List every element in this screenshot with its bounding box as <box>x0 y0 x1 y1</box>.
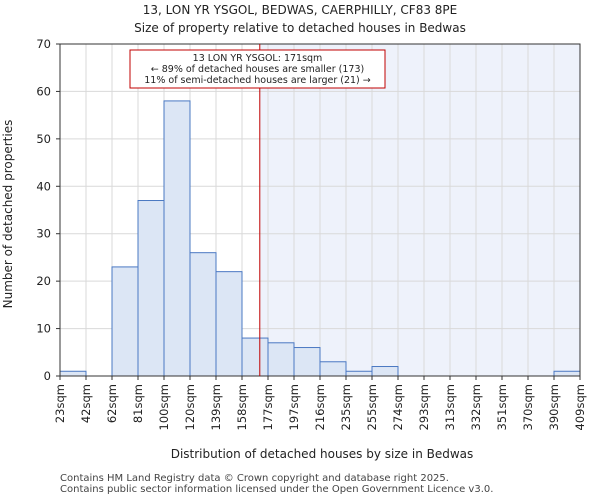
bar <box>241 337 269 377</box>
x-tick-label: 409sqm <box>573 384 587 430</box>
bar <box>163 100 191 377</box>
y-tick-label: 50 <box>36 132 51 146</box>
x-tick-label: 390sqm <box>547 384 561 430</box>
annotation-line: 11% of semi-detached houses are larger (… <box>144 75 371 86</box>
chart-subtitle: Size of property relative to detached ho… <box>134 21 466 35</box>
bar <box>319 361 347 377</box>
bar <box>137 200 165 377</box>
footer-licence: Contains public sector information licen… <box>60 484 494 495</box>
x-axis-label: Distribution of detached houses by size … <box>171 447 474 461</box>
bar <box>345 370 373 377</box>
plot-area: 0 10 20 30 40 50 60 70 23sqm 42sqm 62sqm 81sqm 100sq… <box>36 37 587 430</box>
x-tick-label: 235sqm <box>339 384 353 430</box>
bar <box>371 366 399 377</box>
annotation-line: 13 LON YR YSGOL: 171sqm <box>193 53 323 64</box>
bar <box>293 347 321 377</box>
x-tick-label: 120sqm <box>183 384 197 430</box>
bar <box>267 342 295 377</box>
x-tick-label: 332sqm <box>469 384 483 430</box>
bar <box>553 370 581 377</box>
y-tick-label: 30 <box>36 227 51 241</box>
y-axis-label: Number of detached properties <box>1 120 15 309</box>
y-tick-label: 70 <box>36 37 51 51</box>
x-tick-label: 177sqm <box>261 384 275 430</box>
bar <box>111 266 139 377</box>
y-tick-label: 10 <box>36 322 51 336</box>
footer-copyright: Contains HM Land Registry data © Crown c… <box>60 473 449 484</box>
x-tick-label: 42sqm <box>79 384 93 423</box>
x-tick-label: 255sqm <box>365 384 379 430</box>
x-tick-label: 139sqm <box>209 384 223 430</box>
bar <box>189 252 217 377</box>
y-tick-label: 0 <box>44 369 51 383</box>
y-tick-label: 20 <box>36 274 51 288</box>
x-tick-label: 100sqm <box>157 384 171 430</box>
annotation-line: ← 89% of detached houses are smaller (17… <box>151 64 364 75</box>
x-tick-label: 351sqm <box>495 384 509 430</box>
x-tick-label: 197sqm <box>287 384 301 430</box>
annotation-box <box>129 49 386 89</box>
x-tick-label: 216sqm <box>313 384 327 430</box>
bar <box>59 370 87 377</box>
bar <box>215 271 243 377</box>
chart-title: 13, LON YR YSGOL, BEDWAS, CAERPHILLY, CF… <box>143 3 457 17</box>
y-tick-label: 40 <box>36 179 51 193</box>
y-tick-label: 60 <box>36 84 51 98</box>
x-tick-label: 274sqm <box>391 384 405 430</box>
x-tick-label: 293sqm <box>417 384 431 430</box>
x-tick-label: 370sqm <box>521 384 535 430</box>
x-tick-label: 158sqm <box>235 384 249 430</box>
x-tick-label: 62sqm <box>105 384 119 423</box>
x-tick-label: 81sqm <box>131 384 145 423</box>
larger-region-shade <box>259 44 580 376</box>
x-tick-label: 23sqm <box>53 384 67 423</box>
x-tick-label: 313sqm <box>443 384 457 430</box>
